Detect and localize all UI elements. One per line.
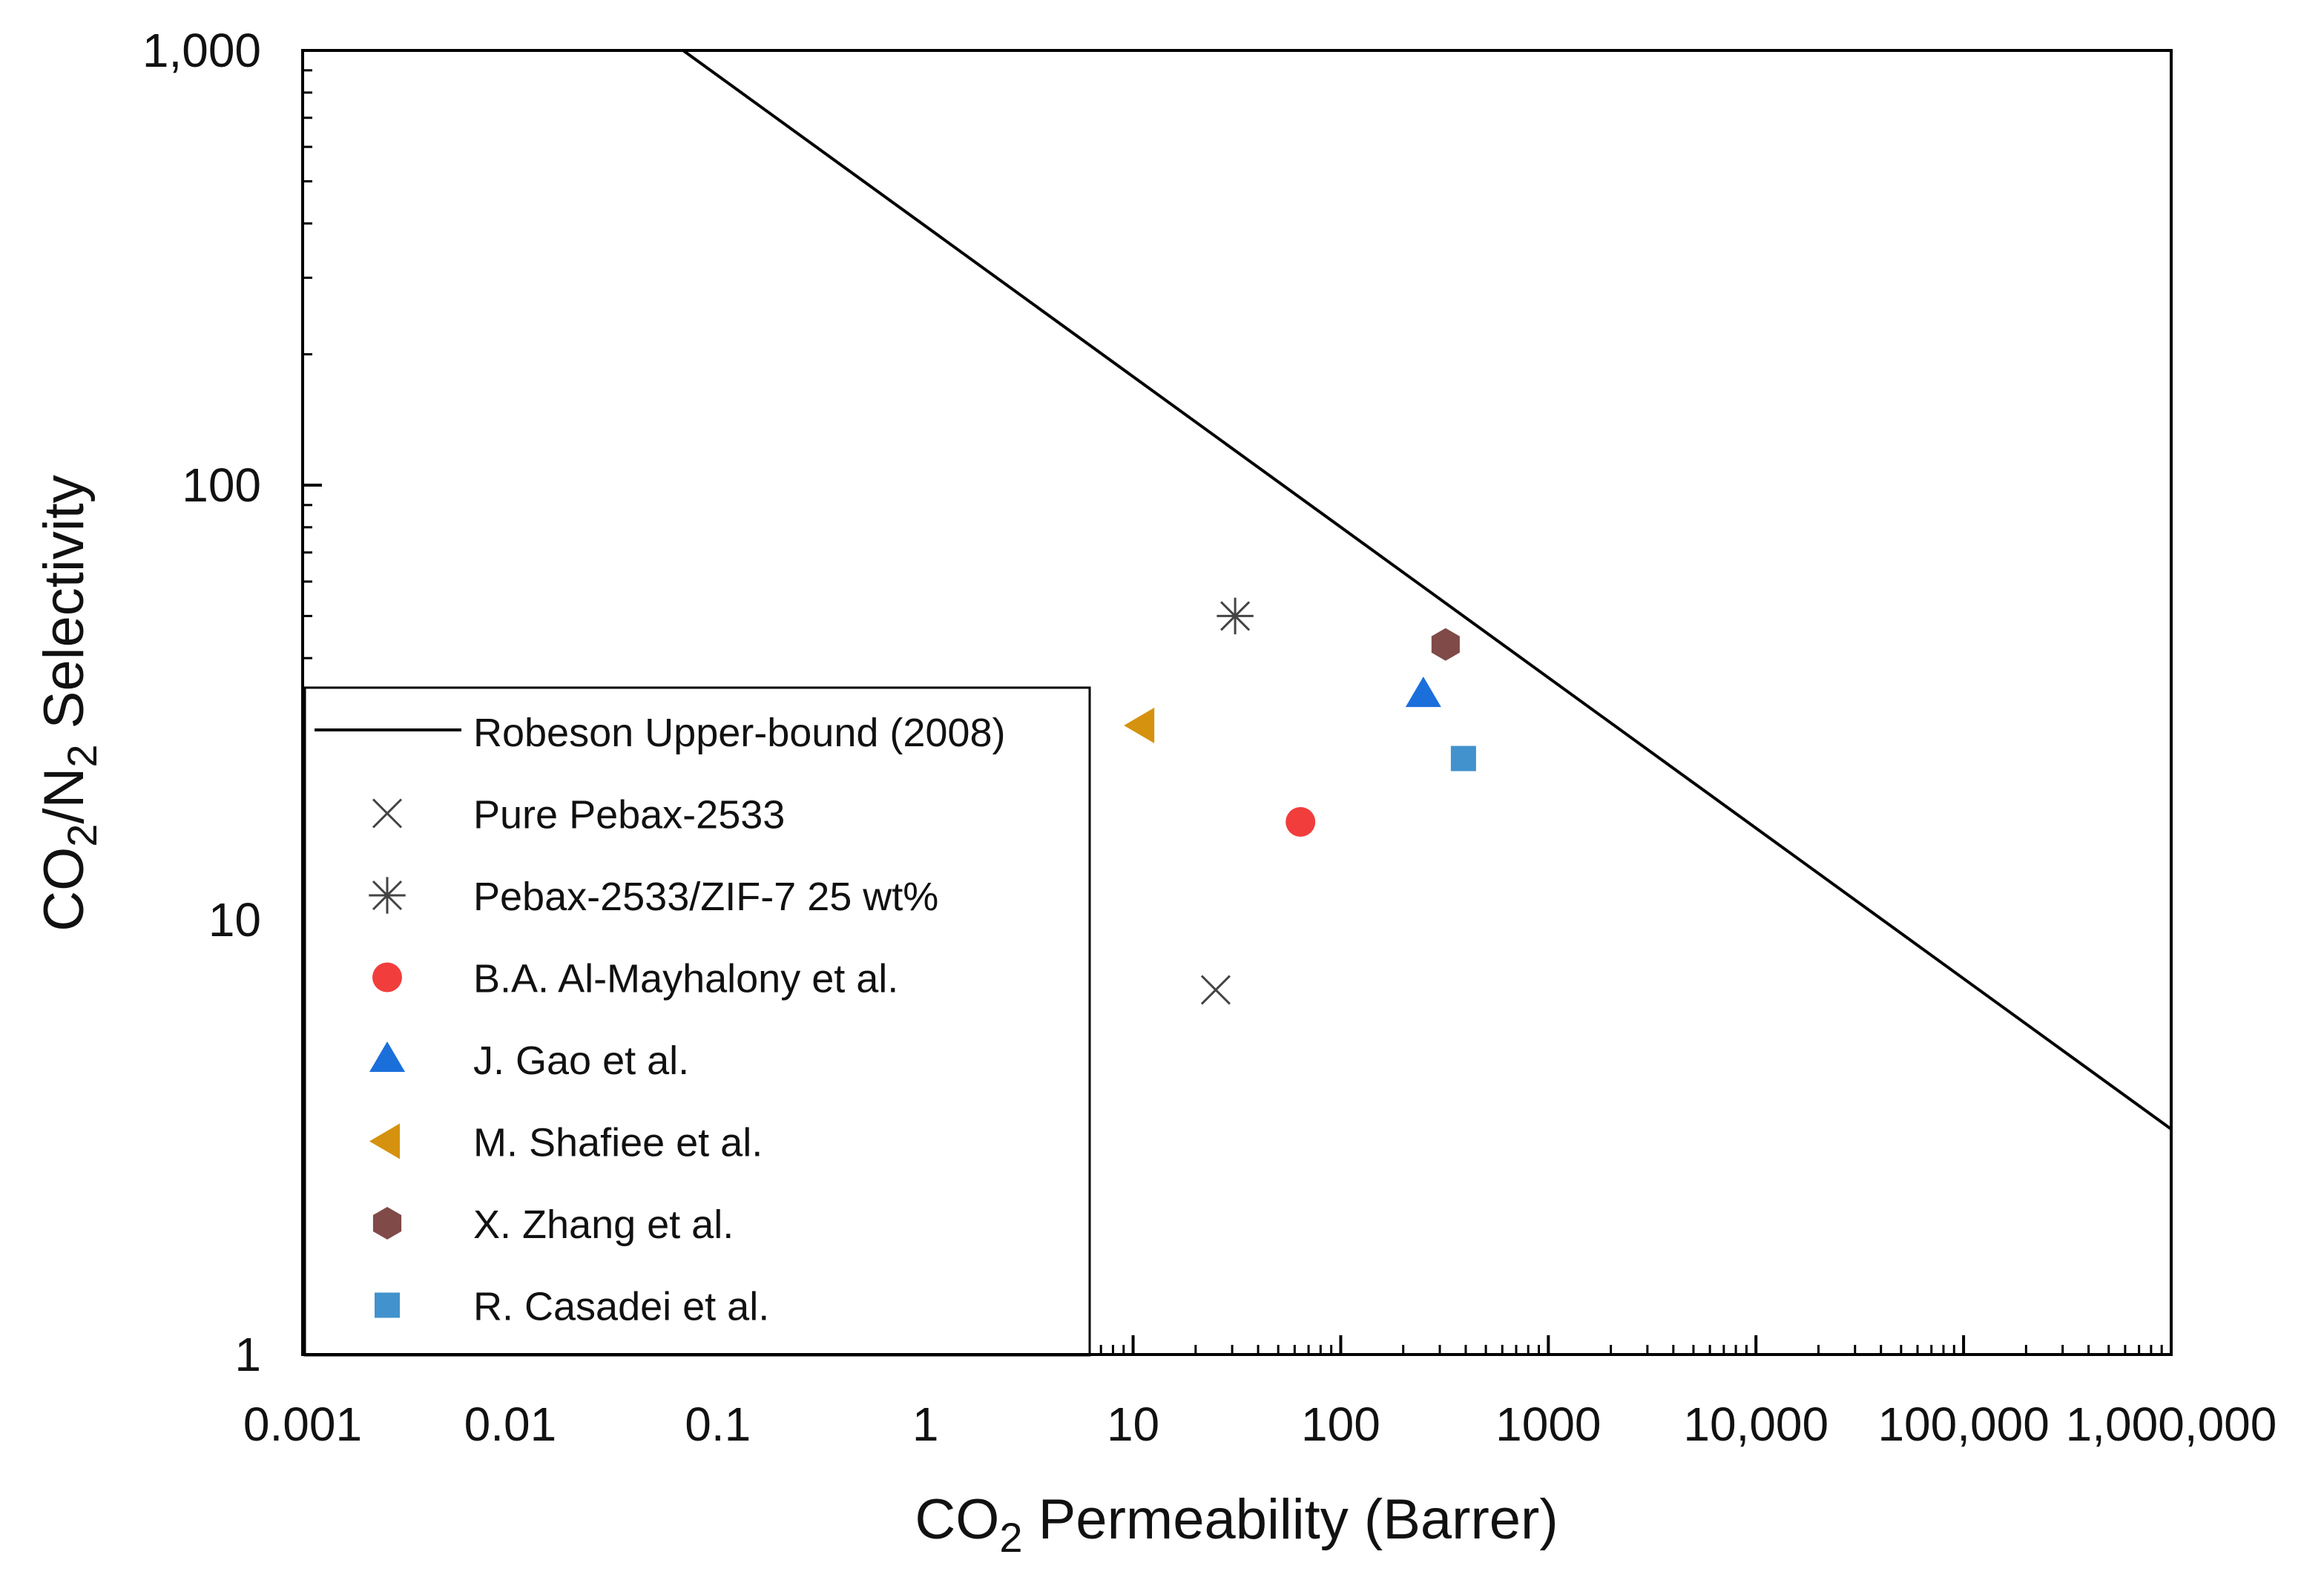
y-tick-label: 100 (182, 458, 261, 512)
data-point-x (1200, 975, 1231, 1005)
x-tick-label: 10 (1107, 1398, 1159, 1451)
x-stroke (372, 798, 403, 829)
legend-label: X. Zhang et al. (473, 1202, 734, 1247)
legend-label: Robeson Upper-bound (2008) (473, 711, 1005, 755)
y-tick-label: 1 (234, 1328, 261, 1381)
data-point-hexagon (1431, 628, 1460, 661)
x-stroke (1200, 975, 1231, 1005)
data-points (1124, 597, 1476, 1005)
legend-label: B.A. Al-Mayhalony et al. (473, 957, 898, 1001)
data-point-circle (1286, 806, 1316, 837)
y-tick-label: 10 (208, 893, 261, 947)
legend-symbol-square (375, 1292, 400, 1318)
legend-symbol-hexagon (372, 1207, 402, 1240)
y-axis-title: CO2/N2 Selectivity (33, 475, 105, 932)
legend: Robeson Upper-bound (2008) Pure Pebax-253… (303, 686, 1091, 1357)
legend-label: Pebax-2533/ZIF-7 25 wt% (473, 875, 938, 919)
legend-label: R. Casadei et al. (473, 1285, 769, 1329)
x-axis-title: CO2 Permeability (Barrer) (915, 1488, 1558, 1561)
legend-label: J. Gao et al. (473, 1039, 689, 1083)
legend-entries: Robeson Upper-bound (2008) Pure Pebax-253… (315, 711, 1005, 1329)
robeson-upper-bound-line (682, 49, 2173, 1131)
data-point-triangle-left (1124, 707, 1155, 743)
legend-symbol-triangle-up (369, 1041, 405, 1072)
x-tick-label: 1 (912, 1398, 939, 1451)
x-tick-label: 0.01 (464, 1398, 557, 1451)
tick-labels: 0.001 0.01 0.1 1 10 100 1000 10,000 100,000 1,000… (142, 24, 2277, 1451)
legend-box (303, 686, 1091, 1357)
x-tick-label: 0.001 (243, 1398, 362, 1451)
x-tick-label: 10,000 (1683, 1398, 1828, 1451)
x-tick-label: 100 (1301, 1398, 1380, 1451)
legend-symbol-circle (372, 962, 402, 993)
legend-label: Pure Pebax-2533 (473, 793, 785, 837)
legend-symbol-x (372, 798, 403, 829)
data-point-triangle-up (1405, 677, 1441, 708)
x-tick-label: 1000 (1495, 1398, 1601, 1451)
data-point-square (1450, 746, 1476, 771)
data-point-asterisk (1217, 597, 1254, 635)
legend-symbol-asterisk (369, 877, 406, 914)
x-tick-label: 100,000 (1877, 1398, 2049, 1451)
legend-label: M. Shafiee et al. (473, 1121, 763, 1165)
x-tick-label: 1,000,000 (2066, 1398, 2277, 1451)
x-tick-label: 0.1 (685, 1398, 751, 1451)
y-tick-label: 1,000 (142, 24, 261, 77)
plot-area-frame (301, 49, 2173, 1356)
legend-symbol-triangle-left (369, 1123, 400, 1159)
